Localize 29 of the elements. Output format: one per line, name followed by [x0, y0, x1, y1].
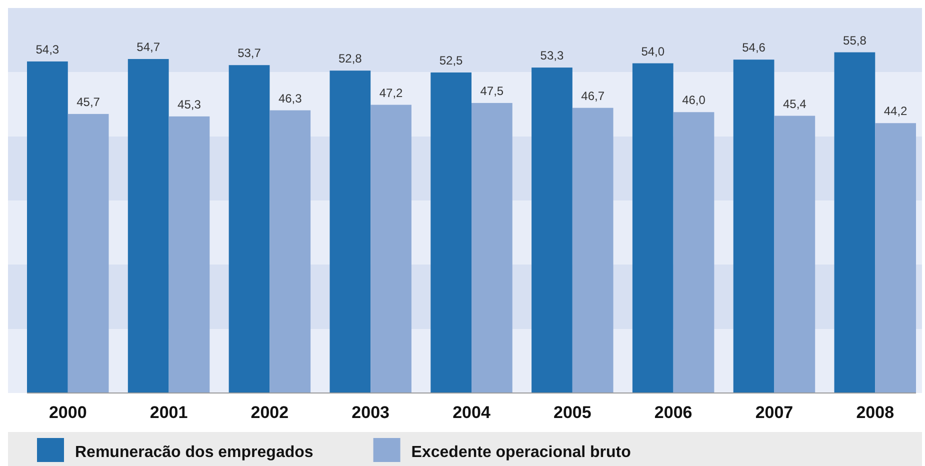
data-label: 46,3	[278, 91, 302, 106]
x-tick-label: 2005	[553, 403, 592, 422]
data-label: 45,7	[76, 94, 100, 109]
data-label: 54,3	[36, 42, 60, 56]
data-label: 52,5	[439, 53, 464, 68]
data-label: 47,2	[379, 86, 404, 100]
x-tick-label: 2001	[150, 403, 188, 422]
data-label: 55,8	[843, 33, 867, 48]
x-tick-label: 2008	[856, 403, 894, 422]
data-label: 45,4	[782, 96, 807, 111]
data-label: 44,2	[884, 104, 908, 118]
x-tick-label: 2003	[352, 403, 390, 422]
data-label: 53,7	[238, 46, 262, 60]
data-label: 54,7	[136, 40, 160, 54]
data-label: 45,3	[178, 97, 202, 112]
x-tick-label: 2002	[250, 403, 289, 422]
x-tick-label: 2006	[654, 403, 692, 422]
legend-label: Excedente operacional bruto	[411, 444, 632, 461]
data-label: 52,8	[338, 52, 362, 66]
legend-label: Remuneracão dos empregados	[75, 444, 314, 461]
x-tick-label: 2000	[48, 403, 87, 422]
data-label: 47,5	[480, 84, 504, 98]
data-label: 54,0	[641, 44, 665, 58]
data-label: 46,7	[581, 88, 605, 103]
data-label: 54,6	[742, 40, 766, 55]
data-label: 46,0	[682, 93, 706, 108]
data-label: 53,3	[540, 48, 564, 63]
x-tick-label: 2007	[755, 403, 794, 422]
x-tick-label: 2004	[452, 403, 491, 422]
